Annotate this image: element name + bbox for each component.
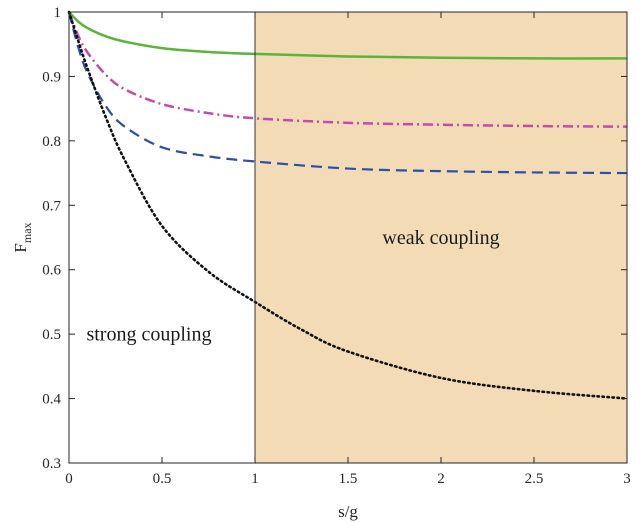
x-axis-label: s/g (338, 502, 358, 521)
annotation-group: strong coupling weak coupling (86, 227, 499, 346)
x-tick-label: 3 (623, 471, 631, 487)
annotation-label-2: weak coupling (382, 227, 499, 249)
y-tick-label: 0.4 (42, 392, 61, 408)
weak-coupling-region (255, 12, 627, 463)
y-tick-label: 1 (54, 5, 62, 21)
y-axis-label-subscript: max (20, 222, 34, 243)
series-line-4-dotted (67, 10, 629, 400)
y-tick-label: 0.6 (42, 263, 61, 279)
series-line-2-dashdot (67, 11, 628, 128)
series-line-3-dashed (67, 11, 628, 175)
data-series-group (67, 10, 629, 400)
x-tick-label: 0.5 (153, 471, 172, 487)
series-line-1-solid (68, 11, 628, 60)
x-tick-label: 2 (437, 471, 445, 487)
y-tick-label: 0.9 (42, 69, 61, 85)
y-tick-label: 0.3 (42, 456, 61, 472)
y-tick-label: 0.8 (42, 134, 61, 150)
y-axis-label-main: F (11, 243, 30, 252)
x-tick-label: 0 (65, 471, 73, 487)
x-tick-label: 2.5 (525, 471, 544, 487)
y-tick-label: 0.5 (42, 327, 61, 343)
x-tick-label: 1.5 (339, 471, 358, 487)
tick-group: 0 0.5 1 1.5 2 2.5 3 0.3 0.4 0.5 0.6 0.7 0.8 0.9 1 (42, 5, 631, 487)
x-tick-label: 1 (251, 471, 259, 487)
annotation-label-1: strong coupling (86, 324, 211, 346)
y-tick-label: 0.7 (42, 198, 61, 214)
y-axis-label: Fmax (11, 222, 34, 252)
